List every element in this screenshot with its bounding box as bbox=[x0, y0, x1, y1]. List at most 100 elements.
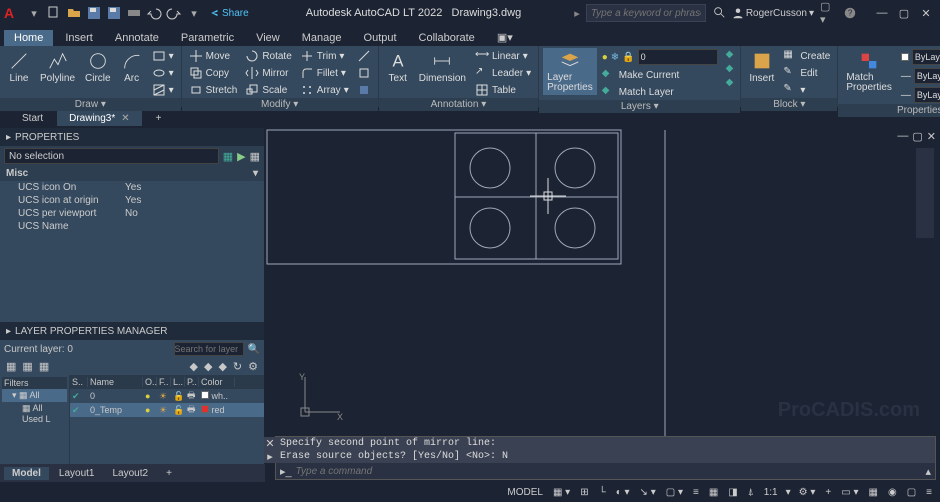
rotate-button[interactable]: Rotate bbox=[242, 48, 294, 64]
prop-row[interactable]: UCS icon OnYes bbox=[0, 181, 264, 194]
search-icon[interactable]: 🔍 bbox=[248, 344, 260, 355]
search-go-icon[interactable] bbox=[712, 5, 726, 22]
select-icon[interactable]: ▶ bbox=[237, 150, 245, 163]
prop-row[interactable]: UCS per viewportNo bbox=[0, 207, 264, 220]
user-menu[interactable]: RogerCusson▾ bbox=[732, 7, 814, 19]
selection-dropdown[interactable]: No selection bbox=[4, 148, 219, 164]
panel-title[interactable]: Properties ▾ bbox=[838, 104, 940, 117]
line-button[interactable]: Line bbox=[4, 48, 34, 86]
saveas-icon[interactable] bbox=[106, 5, 122, 21]
pickadd-icon[interactable]: ▦ bbox=[250, 150, 260, 163]
plot-icon[interactable] bbox=[126, 5, 142, 21]
filter-all[interactable]: ▾ ▦ All bbox=[2, 389, 67, 402]
tab-view[interactable]: View bbox=[246, 30, 290, 46]
make-current-button[interactable]: ◆Make Current bbox=[599, 67, 721, 83]
edit-attr-button[interactable]: ✎▾ bbox=[780, 82, 833, 98]
refresh-icon[interactable]: ↻ bbox=[233, 360, 242, 373]
minimize-button[interactable]: — bbox=[872, 5, 892, 21]
ortho-icon[interactable]: └ bbox=[597, 487, 608, 498]
help-icon[interactable]: ? bbox=[842, 5, 858, 21]
panel-title[interactable]: Modify ▾ bbox=[182, 98, 378, 111]
ellipse-icon[interactable]: ▾ bbox=[149, 65, 177, 81]
quickprops-icon[interactable]: ▦ bbox=[867, 487, 880, 498]
color-dropdown[interactable]: ByLayer bbox=[898, 48, 940, 66]
trim-button[interactable]: Trim ▾ bbox=[297, 48, 352, 64]
open-icon[interactable] bbox=[66, 5, 82, 21]
close-button[interactable]: ✕ bbox=[916, 5, 936, 21]
new-layer-icon[interactable]: ▦ bbox=[6, 360, 16, 373]
add-layout-button[interactable]: + bbox=[158, 467, 180, 480]
array-button[interactable]: Array ▾ bbox=[297, 82, 352, 98]
edit-block-button[interactable]: ✎Edit bbox=[780, 65, 833, 81]
polyline-button[interactable]: Polyline bbox=[36, 48, 79, 86]
leader-button[interactable]: ↗Leader ▾ bbox=[472, 65, 534, 81]
layer-row[interactable]: ✔0●☀🔓🖶 wh.. bbox=[70, 389, 264, 403]
panel-title[interactable]: Annotation ▾ bbox=[379, 98, 538, 111]
clean-screen-icon[interactable]: ▢ bbox=[905, 487, 918, 498]
rect-icon[interactable]: ▾ bbox=[149, 48, 177, 64]
customize-icon[interactable]: ≡ bbox=[924, 487, 934, 498]
panel-title[interactable]: Block ▾ bbox=[741, 98, 837, 111]
copy-button[interactable]: Copy bbox=[186, 65, 241, 81]
annotation-monitor-icon[interactable]: + bbox=[823, 487, 833, 498]
new-icon[interactable] bbox=[46, 5, 62, 21]
prop-section-misc[interactable]: Misc▾ bbox=[0, 166, 264, 181]
properties-header[interactable]: ▸PROPERTIES bbox=[0, 128, 264, 146]
redo-icon[interactable] bbox=[166, 5, 182, 21]
cycling-icon[interactable]: ◨ bbox=[726, 487, 739, 498]
share-button[interactable]: Share bbox=[206, 5, 253, 21]
model-space-button[interactable]: MODEL bbox=[505, 487, 545, 498]
model-tab[interactable]: Model bbox=[4, 467, 49, 480]
polar-icon[interactable]: ◐ ▾ bbox=[614, 487, 632, 498]
annoscale-icon[interactable]: ⍋ bbox=[746, 487, 756, 498]
transparency-icon[interactable]: ▦ bbox=[707, 487, 720, 498]
prop-row[interactable]: UCS Name bbox=[0, 220, 264, 233]
insert-button[interactable]: Insert bbox=[745, 48, 778, 86]
layer-state-icons[interactable]: ●❄🔒0 bbox=[599, 48, 721, 66]
layer-mgr-header[interactable]: ▸LAYER PROPERTIES MANAGER bbox=[0, 322, 264, 340]
layer-mgr-icon[interactable]: ◆ bbox=[218, 360, 226, 373]
active-doc-tab[interactable]: Drawing3*✕ bbox=[57, 111, 142, 126]
fillet-button[interactable]: Fillet ▾ bbox=[297, 65, 352, 81]
tab-parametric[interactable]: Parametric bbox=[171, 30, 244, 46]
layer-properties-button[interactable]: Layer Properties bbox=[543, 48, 597, 95]
hardware-accel-icon[interactable]: ◉ bbox=[886, 487, 899, 498]
tab-more[interactable]: ▣▾ bbox=[487, 29, 523, 46]
layer-tool-icon[interactable]: ◆ bbox=[723, 48, 737, 61]
scale-button[interactable]: 1:1 bbox=[762, 487, 780, 498]
maximize-button[interactable]: ▢ bbox=[894, 5, 914, 21]
cmd-close-icon[interactable]: ✕▸ bbox=[264, 437, 276, 463]
circle-button[interactable]: Circle bbox=[81, 48, 115, 86]
units-icon[interactable]: ▭ ▾ bbox=[839, 487, 860, 498]
command-input[interactable] bbox=[296, 466, 922, 477]
quickselect-icon[interactable]: ▦ bbox=[223, 150, 233, 163]
layer-search-input[interactable] bbox=[174, 342, 244, 356]
erase-icon[interactable] bbox=[354, 82, 374, 98]
grid-icon[interactable]: ▦ ▾ bbox=[551, 487, 572, 498]
dimension-button[interactable]: Dimension bbox=[415, 48, 470, 86]
create-block-button[interactable]: ▦Create bbox=[780, 48, 833, 64]
tab-annotate[interactable]: Annotate bbox=[105, 30, 169, 46]
layer-tool-icon[interactable]: ◆ bbox=[723, 76, 737, 89]
prop-row[interactable]: UCS icon at originYes bbox=[0, 194, 264, 207]
lineweight-dropdown[interactable]: —ByLayer bbox=[898, 67, 940, 85]
table-button[interactable]: Table bbox=[472, 82, 534, 98]
new-layer-freeze-icon[interactable]: ▦ bbox=[22, 360, 32, 373]
save-icon[interactable] bbox=[86, 5, 102, 21]
match-layer-button[interactable]: ◆Match Layer bbox=[599, 84, 721, 100]
settings-icon[interactable]: ⚙ bbox=[248, 360, 258, 373]
match-properties-button[interactable]: Match Properties bbox=[842, 48, 896, 95]
layer-row[interactable]: ✔0_Temp●☀🔓🖶 red bbox=[70, 403, 264, 417]
layout1-tab[interactable]: Layout1 bbox=[51, 467, 103, 480]
text-button[interactable]: AText bbox=[383, 48, 413, 86]
offset-icon[interactable] bbox=[354, 48, 374, 64]
layer-tool-icon[interactable]: ◆ bbox=[723, 62, 737, 75]
qat-dropdown[interactable]: ▾ bbox=[186, 5, 202, 21]
autodesk-app-icon[interactable]: ▢ ▾ bbox=[820, 5, 836, 21]
explode-icon[interactable] bbox=[354, 65, 374, 81]
mirror-button[interactable]: Mirror bbox=[242, 65, 294, 81]
tab-home[interactable]: Home bbox=[4, 30, 53, 46]
undo-icon[interactable] bbox=[146, 5, 162, 21]
snap-icon[interactable]: ⊞ bbox=[578, 487, 590, 498]
move-button[interactable]: Move bbox=[186, 48, 241, 64]
